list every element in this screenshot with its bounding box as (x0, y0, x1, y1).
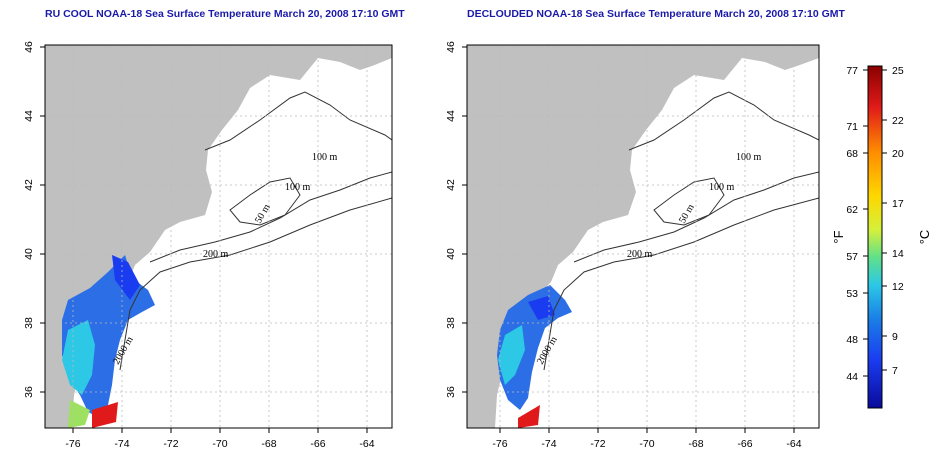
colorbar-c-tick: 9 (892, 331, 898, 343)
colorbar-c-tick: 14 (892, 248, 904, 260)
right-map-contour-2000m (543, 197, 819, 371)
right-map-contour-100m (628, 91, 819, 151)
right-map-frame (466, 44, 820, 429)
right-x-tick: -68 (688, 438, 703, 450)
colorbar-f-tick: 57 (846, 251, 858, 263)
right-x-tick: -74 (541, 438, 556, 450)
left-map-contour-200m (149, 171, 392, 263)
right-x-tick: -70 (639, 438, 654, 450)
left-contour-label: 100 m (312, 152, 338, 163)
right-panel-title: DECLOUDED NOAA-18 Sea Surface Temperatur… (467, 8, 845, 20)
left-map-contour-2000m (119, 197, 392, 371)
colorbar-fahrenheit-label: °F (831, 230, 846, 243)
left-x-tick: -70 (212, 438, 227, 450)
left-map-contour-100m (204, 91, 392, 151)
left-x-tick: -74 (114, 438, 129, 450)
right-contour-label: 200 m (627, 249, 653, 260)
left-map-frame (44, 44, 393, 429)
colorbar-f-tick: 68 (846, 148, 858, 160)
left-map-grid (45, 45, 392, 428)
right-map-contour-200m (573, 171, 819, 263)
right-contour-label: 100 m (709, 182, 735, 193)
right-map-grid (467, 45, 819, 428)
colorbar-f-tick: 71 (846, 121, 858, 133)
left-map-contour-50m (229, 177, 301, 226)
left-y-tick: 44 (23, 110, 35, 122)
colorbar-f-tick: 53 (846, 288, 858, 300)
right-x-tick: -76 (492, 438, 507, 450)
right-y-tick: 40 (445, 248, 457, 260)
left-contour-label: 200 m (203, 249, 229, 260)
right-x-tick: -72 (590, 438, 605, 450)
right-y-tick: 44 (445, 110, 457, 122)
colorbar-celsius-label: °C (917, 230, 932, 245)
right-x-tick: -66 (737, 438, 752, 450)
colorbar-f-tick: 62 (846, 204, 858, 216)
right-map-land (467, 45, 819, 428)
colorbar-f-tick: 48 (846, 334, 858, 346)
colorbar-bar (867, 65, 883, 409)
colorbar-f-tick: 77 (846, 65, 858, 77)
colorbar-c-tick: 17 (892, 198, 904, 210)
left-map: -76 -74 -72 -70 -68 -66 -64 46 44 42 40 … (23, 41, 393, 450)
colorbar-c-tick: 25 (892, 65, 904, 77)
left-panel-title: RU COOL NOAA-18 Sea Surface Temperature … (45, 8, 405, 20)
left-contour-label: 100 m (285, 182, 311, 193)
left-x-tick: -68 (261, 438, 276, 450)
left-y-tick: 40 (23, 248, 35, 260)
left-map-land (45, 45, 392, 428)
left-y-tick: 36 (23, 386, 35, 398)
right-y-tick: 36 (445, 386, 457, 398)
colorbar-c-tick: 12 (892, 281, 904, 293)
colorbar-c-tick: 7 (892, 365, 898, 377)
left-y-tick: 42 (23, 179, 35, 191)
left-x-tick: -66 (310, 438, 325, 450)
left-x-tick: -64 (359, 438, 374, 450)
colorbar-c-tick: 20 (892, 148, 904, 160)
left-x-tick: -72 (163, 438, 178, 450)
colorbar-f-tick: 44 (846, 371, 858, 383)
colorbar: 77 71 68 62 57 53 48 44 25 22 20 17 14 1… (831, 65, 932, 409)
right-y-tick: 46 (445, 41, 457, 53)
right-map-contour-50m (653, 177, 725, 226)
left-x-tick: -76 (65, 438, 80, 450)
left-y-tick: 46 (23, 41, 35, 53)
right-y-tick: 38 (445, 317, 457, 329)
right-x-tick: -64 (786, 438, 801, 450)
right-y-tick: 42 (445, 179, 457, 191)
left-y-tick: 38 (23, 317, 35, 329)
colorbar-c-tick: 22 (892, 115, 904, 127)
right-map: -76 -74 -72 -70 -68 -66 -64 46 44 42 40 … (445, 41, 820, 450)
right-contour-label: 100 m (736, 152, 762, 163)
